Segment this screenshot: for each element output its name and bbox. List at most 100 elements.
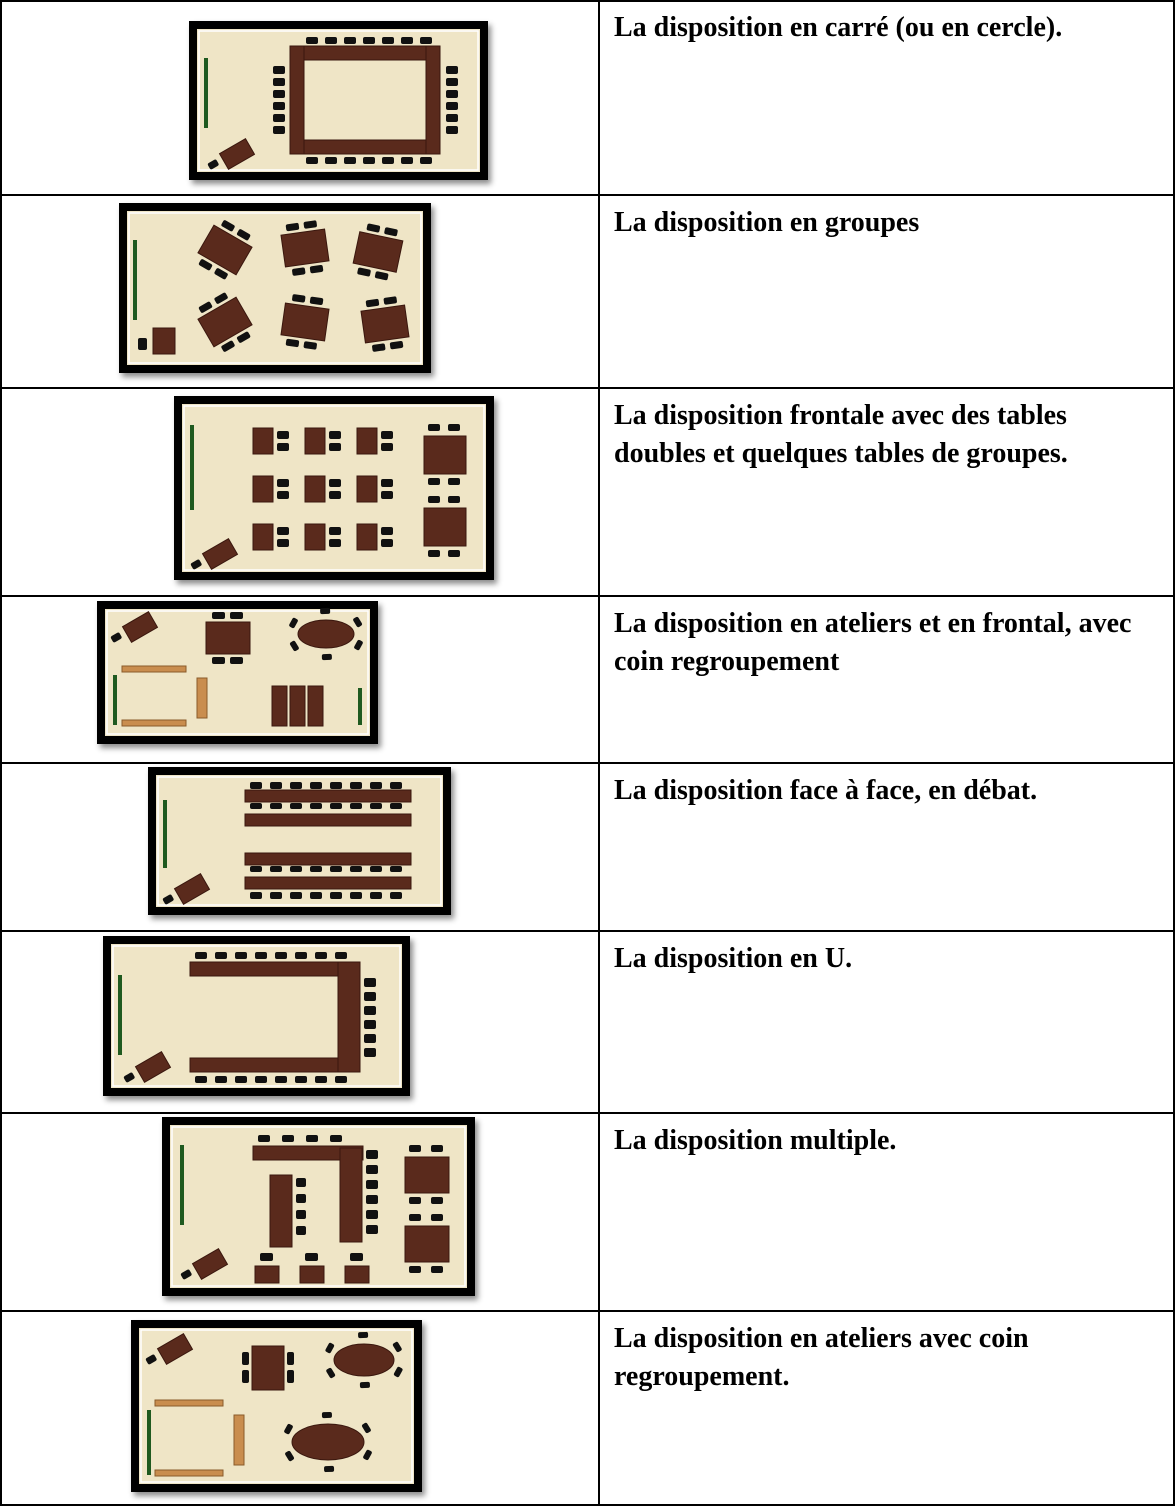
chair <box>296 1178 306 1187</box>
group-table <box>205 612 251 664</box>
group-table <box>352 223 404 281</box>
chair <box>382 37 394 44</box>
chair <box>350 1253 363 1261</box>
chair <box>290 803 302 809</box>
chair <box>214 292 228 304</box>
room-inner <box>198 30 479 171</box>
chair <box>374 271 389 281</box>
chair <box>236 331 251 343</box>
room-inner <box>140 1329 413 1483</box>
chair <box>335 1076 347 1083</box>
chair <box>309 264 324 274</box>
board <box>133 240 137 320</box>
chair <box>306 157 318 164</box>
chair <box>162 894 174 905</box>
chair <box>230 657 243 664</box>
chair <box>381 539 393 547</box>
table-piece <box>218 138 256 170</box>
chair <box>145 1354 157 1365</box>
chair <box>364 1048 376 1057</box>
chair <box>277 539 289 547</box>
chair <box>138 338 147 350</box>
chair <box>329 491 341 499</box>
table-piece <box>156 1333 194 1365</box>
chair <box>306 1135 318 1142</box>
chair <box>310 782 322 789</box>
chair <box>363 1449 372 1461</box>
round-table <box>333 1343 395 1377</box>
chair <box>270 803 282 809</box>
table-piece <box>289 45 305 155</box>
table-piece <box>360 304 410 344</box>
chair <box>320 607 331 615</box>
chair <box>282 1135 294 1142</box>
chair <box>324 1465 335 1473</box>
chair <box>431 1266 443 1273</box>
chair <box>350 892 362 899</box>
chair <box>310 892 322 899</box>
chair <box>290 782 302 789</box>
table-piece <box>244 876 412 890</box>
bench <box>154 1399 224 1407</box>
chair <box>180 1269 192 1280</box>
chair <box>230 612 243 619</box>
chair <box>370 782 382 789</box>
chair <box>123 1072 135 1083</box>
chair <box>431 1197 443 1204</box>
chair <box>310 803 322 809</box>
chair <box>446 78 458 86</box>
chair <box>277 527 289 535</box>
table-piece <box>423 507 467 547</box>
chair <box>270 892 282 899</box>
table-piece <box>244 852 412 866</box>
chair <box>409 1145 421 1152</box>
chair <box>353 616 363 628</box>
chair <box>305 1253 318 1261</box>
table-piece <box>244 813 412 827</box>
table-piece <box>289 45 441 61</box>
bench <box>121 665 187 673</box>
chair <box>214 268 228 280</box>
chair <box>401 37 413 44</box>
table-piece <box>134 1051 172 1083</box>
chair <box>212 657 225 664</box>
chair <box>285 338 300 348</box>
table-piece <box>280 228 330 268</box>
room-inner <box>112 945 401 1087</box>
table-piece <box>197 296 253 348</box>
layout-description: La disposition en carré (ou en cercle). <box>614 12 1063 43</box>
table-piece <box>173 873 211 905</box>
chair <box>289 617 298 629</box>
chair <box>359 1381 370 1389</box>
table-piece <box>244 789 412 803</box>
chair <box>273 78 285 86</box>
chair <box>325 37 337 44</box>
chair <box>366 1180 378 1189</box>
group-table <box>197 292 253 352</box>
chair <box>365 298 380 308</box>
bench <box>233 1414 245 1466</box>
chair <box>325 157 337 164</box>
chair <box>329 527 341 535</box>
chair <box>250 803 262 809</box>
chair <box>382 157 394 164</box>
table-piece <box>189 1057 361 1073</box>
chair <box>366 1195 378 1204</box>
chair <box>446 102 458 110</box>
table-piece <box>280 302 330 342</box>
chair <box>292 267 306 276</box>
chair <box>250 866 262 872</box>
table-piece <box>356 475 378 503</box>
board <box>163 800 167 868</box>
chair <box>330 803 342 809</box>
group-table <box>197 220 253 280</box>
table-piece <box>205 621 251 655</box>
chair <box>242 1352 249 1365</box>
chair <box>285 1450 294 1462</box>
table-piece <box>404 1156 450 1194</box>
chair <box>350 803 362 809</box>
chair <box>326 1367 336 1379</box>
chair <box>250 782 262 789</box>
